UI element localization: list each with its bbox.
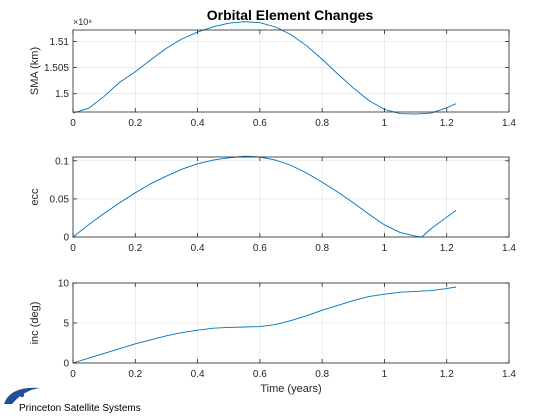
x-tick-label: 0	[70, 243, 76, 254]
y-tick-label: 0.1	[55, 156, 69, 167]
axes-box	[72, 29, 510, 113]
x-tick-label: 1.4	[502, 369, 516, 380]
x-tick-label: 0.4	[191, 118, 205, 129]
x-tick-label: 1	[382, 118, 388, 129]
figure-title: Orbital Element Changes	[207, 7, 374, 23]
x-tick-label: 1.4	[502, 243, 516, 254]
series-line	[72, 286, 457, 364]
x-tick-label: 1.2	[440, 369, 454, 380]
series-line	[72, 155, 457, 238]
x-tick-label: 1.2	[440, 118, 454, 129]
y-tick-label: 0.05	[50, 194, 70, 205]
x-tick-label: 0.4	[191, 243, 205, 254]
series-line	[72, 21, 457, 115]
logo-text: Princeton Satellite Systems	[19, 403, 141, 414]
x-tick-label: 1.4	[502, 118, 516, 129]
y-tick-label: 1.5	[55, 89, 69, 100]
y-tick-label: 10	[58, 279, 70, 290]
x-tick-label: 0.8	[315, 243, 329, 254]
subplot-3: 0 0.2 0.4 0.6 0.8 1 1.2 1.4 0 5 10 inc (deg) Time (y…	[29, 279, 516, 396]
logo-swoosh-icon	[4, 387, 40, 404]
y-tick-label: 1.505	[44, 63, 69, 74]
y-tick-label: 5	[63, 319, 69, 330]
y-axis-label: SMA (km)	[29, 47, 41, 95]
company-logo: Princeton Satellite Systems	[4, 387, 141, 414]
y-tick-label: 0	[63, 359, 69, 370]
x-tick-label: 0.6	[253, 118, 267, 129]
y-tick-label: 0	[63, 233, 69, 244]
x-tick-label: 0.6	[253, 369, 267, 380]
subplot-1: 0 0.2 0.4 0.6 0.8 1 1.2 1.4 1.5 1.505 1.51×10⁸ SMA …	[29, 17, 516, 129]
axes-box	[72, 156, 510, 238]
x-tick-label: 1	[382, 369, 388, 380]
y-exponent-label: ×10⁸	[73, 17, 92, 27]
x-tick-label: 0.2	[128, 369, 142, 380]
x-tick-label: 0.8	[315, 369, 329, 380]
x-tick-label: 0.6	[253, 243, 267, 254]
y-tick-label: 1.51	[50, 37, 70, 48]
x-tick-label: 0.8	[315, 118, 329, 129]
x-tick-label: 1.2	[440, 243, 454, 254]
y-axis-label: ecc	[29, 188, 41, 206]
x-tick-label: 0	[70, 369, 76, 380]
x-tick-label: 0.2	[128, 243, 142, 254]
x-tick-label: 0	[70, 118, 76, 129]
x-tick-label: 0.4	[191, 369, 205, 380]
y-axis-label: inc (deg)	[29, 302, 41, 345]
logo-satellite-icon	[19, 392, 25, 398]
subplot-2: 0 0.2 0.4 0.6 0.8 1 1.2 1.4 0 0.05 0.1 ecc	[29, 155, 516, 254]
x-tick-label: 1	[382, 243, 388, 254]
x-tick-label: 0.2	[128, 118, 142, 129]
axes-group: 0 0.2 0.4 0.6 0.8 1 1.2 1.4 1.5 1.505 1.51×10⁸ SMA …	[29, 17, 516, 395]
x-axis-label: Time (years)	[260, 383, 321, 395]
